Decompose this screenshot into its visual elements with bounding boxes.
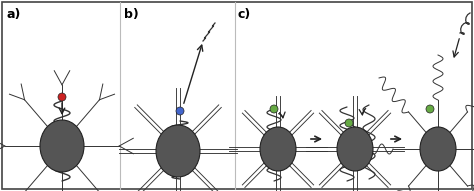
Ellipse shape bbox=[420, 127, 456, 171]
Text: b): b) bbox=[124, 8, 139, 21]
Ellipse shape bbox=[337, 127, 373, 171]
Text: c): c) bbox=[238, 8, 251, 21]
Ellipse shape bbox=[156, 125, 200, 177]
Ellipse shape bbox=[40, 120, 84, 172]
Circle shape bbox=[270, 105, 278, 113]
Text: a): a) bbox=[6, 8, 20, 21]
Circle shape bbox=[58, 93, 66, 101]
Ellipse shape bbox=[260, 127, 296, 171]
Circle shape bbox=[426, 105, 434, 113]
Circle shape bbox=[176, 107, 184, 115]
Circle shape bbox=[345, 119, 353, 127]
